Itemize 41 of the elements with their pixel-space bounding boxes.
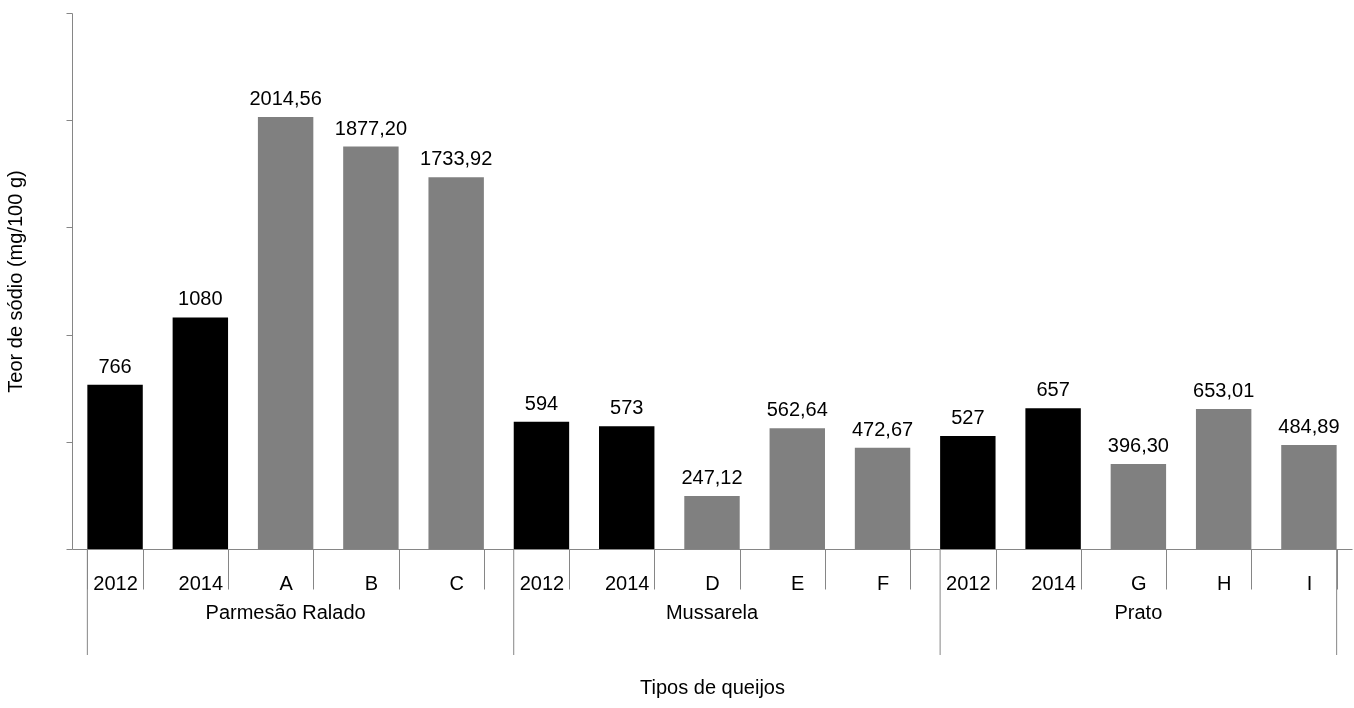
- data-label: 484,89: [1278, 415, 1340, 438]
- data-label: 1080: [178, 287, 223, 310]
- x-tick-label: G: [1131, 571, 1147, 594]
- text: Prato: [1114, 601, 1163, 623]
- data-label: 573: [610, 396, 644, 419]
- x-tick-label: F: [876, 571, 890, 594]
- data-label: 1733,92: [420, 147, 493, 170]
- data-label: 247,12: [681, 466, 743, 489]
- data-label: 562,64: [766, 398, 828, 421]
- y-axis-title: Teor de sódio (mg/100 g): [4, 170, 26, 393]
- data-label: 1877,20: [334, 116, 408, 139]
- bar: [513, 421, 570, 549]
- x-tick-label: 2012: [946, 571, 991, 594]
- x-tick-label: I: [1306, 571, 1313, 594]
- bar: [172, 317, 229, 549]
- text: Parmesão Ralado: [205, 601, 366, 623]
- x-tick-label: 2014: [178, 571, 224, 594]
- x-tick-label: 2012: [93, 571, 138, 594]
- data-label: 2014,56: [249, 87, 322, 110]
- x-tick-label: E: [791, 571, 805, 594]
- x-tick-label: D: [705, 571, 720, 594]
- x-tick-label: 2014: [604, 571, 650, 594]
- x-tick-label: 2012: [519, 571, 565, 594]
- data-label: 653,01: [1193, 378, 1255, 401]
- x-tick-label: C: [449, 571, 464, 594]
- bar: [599, 426, 655, 549]
- data-label: 396,30: [1107, 434, 1169, 457]
- data-label: 527: [951, 406, 985, 429]
- x-tick-label: B: [364, 571, 379, 594]
- x-tick-label: A: [279, 571, 294, 594]
- text: Mussarela: [665, 601, 759, 623]
- bar: [87, 384, 143, 549]
- data-label: 594: [524, 391, 559, 414]
- x-tick-label: 2014: [1031, 571, 1076, 594]
- data-label: 657: [1036, 378, 1070, 401]
- data-label: 766: [98, 354, 132, 377]
- bar: [1025, 408, 1081, 549]
- x-axis-title: Tipos de queijos: [640, 675, 785, 698]
- bar: [940, 436, 996, 549]
- data-label: 472,67: [851, 417, 914, 440]
- x-tick-label: H: [1216, 571, 1232, 594]
